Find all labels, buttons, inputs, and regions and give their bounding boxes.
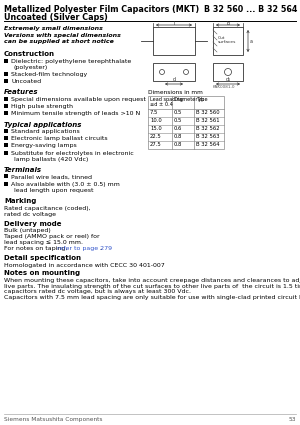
Text: Capacitors with 7.5 mm lead spacing are only suitable for use with single-clad p: Capacitors with 7.5 mm lead spacing are … bbox=[4, 295, 300, 300]
Text: capacitors rated dc voltage, but is always at least 300 Vdc.: capacitors rated dc voltage, but is alwa… bbox=[4, 289, 191, 294]
Text: Features: Features bbox=[4, 89, 38, 95]
Text: Notes on mounting: Notes on mounting bbox=[4, 270, 80, 277]
Text: Terminals: Terminals bbox=[4, 167, 42, 173]
Text: d: d bbox=[172, 77, 176, 82]
Text: 15.0: 15.0 bbox=[150, 126, 162, 131]
Text: High pulse strength: High pulse strength bbox=[11, 104, 73, 109]
Text: Cut
surfaces: Cut surfaces bbox=[218, 36, 236, 44]
Text: B 32 562: B 32 562 bbox=[196, 126, 220, 131]
Text: B 32 563: B 32 563 bbox=[196, 134, 220, 139]
Text: (polyester): (polyester) bbox=[14, 65, 48, 70]
Text: Versions with special dimensions: Versions with special dimensions bbox=[4, 32, 121, 37]
Bar bbox=[213, 63, 243, 81]
Text: Standard applications: Standard applications bbox=[11, 129, 80, 134]
Text: Minimum tensile strength of leads >10 N: Minimum tensile strength of leads >10 N bbox=[11, 111, 140, 116]
Bar bbox=[213, 27, 243, 55]
Text: refer to page 279: refer to page 279 bbox=[57, 246, 112, 251]
Text: Bulk (untaped): Bulk (untaped) bbox=[4, 228, 51, 233]
Text: Special dimensions available upon request: Special dimensions available upon reques… bbox=[11, 97, 146, 102]
Text: Substitute for electrolytes in electronic: Substitute for electrolytes in electroni… bbox=[11, 150, 134, 156]
Text: a: a bbox=[250, 39, 253, 43]
Text: For notes on taping,: For notes on taping, bbox=[4, 246, 69, 251]
Text: Construction: Construction bbox=[4, 51, 55, 57]
Text: can be supplied at short notice: can be supplied at short notice bbox=[4, 39, 114, 44]
Text: lead length upon request: lead length upon request bbox=[14, 188, 94, 193]
Text: .: . bbox=[100, 246, 102, 251]
Text: Metallized Polyester Film Capacitors (MKT): Metallized Polyester Film Capacitors (MK… bbox=[4, 5, 199, 14]
Text: 53: 53 bbox=[289, 417, 296, 422]
Text: Dimensions in mm: Dimensions in mm bbox=[148, 90, 203, 95]
Text: Dielectric: polyethylene terephthalate: Dielectric: polyethylene terephthalate bbox=[11, 59, 131, 63]
Text: lamp ballasts (420 Vdc): lamp ballasts (420 Vdc) bbox=[14, 157, 88, 162]
Text: Diameter d₁: Diameter d₁ bbox=[174, 97, 204, 102]
Text: Lead spacing: Lead spacing bbox=[150, 97, 183, 102]
Text: 10.0: 10.0 bbox=[150, 118, 162, 123]
Text: ≤d ± 0.4: ≤d ± 0.4 bbox=[150, 102, 173, 107]
Text: 0.8: 0.8 bbox=[174, 142, 182, 147]
Text: live parts. The insulating strength of the cut surfaces to other live parts of  : live parts. The insulating strength of t… bbox=[4, 283, 300, 289]
Text: 22.5: 22.5 bbox=[150, 134, 162, 139]
Text: KAK0081-0: KAK0081-0 bbox=[213, 85, 236, 89]
Bar bbox=[153, 63, 195, 81]
Text: Uncoated (Silver Caps): Uncoated (Silver Caps) bbox=[4, 13, 108, 22]
Text: Also available with (3.0 ± 0.5) mm: Also available with (3.0 ± 0.5) mm bbox=[11, 181, 120, 187]
Text: Type: Type bbox=[196, 97, 208, 102]
Text: Uncoated: Uncoated bbox=[11, 79, 41, 84]
Bar bbox=[153, 27, 195, 55]
Text: Parallel wire leads, tinned: Parallel wire leads, tinned bbox=[11, 174, 92, 179]
Text: Energy-saving lamps: Energy-saving lamps bbox=[11, 143, 77, 148]
Text: B 32 561: B 32 561 bbox=[196, 118, 220, 123]
Text: lead spacing ≤ 15.0 mm.: lead spacing ≤ 15.0 mm. bbox=[4, 240, 83, 245]
Bar bbox=[148, 96, 224, 149]
Text: 0.5: 0.5 bbox=[174, 110, 182, 115]
Text: Siemens Matsushita Components: Siemens Matsushita Components bbox=[4, 417, 103, 422]
Text: Stacked-film technology: Stacked-film technology bbox=[11, 72, 87, 77]
Text: 0.5: 0.5 bbox=[174, 118, 182, 123]
Text: 7.5: 7.5 bbox=[150, 110, 158, 115]
Text: Marking: Marking bbox=[4, 198, 36, 204]
Text: When mounting these capacitors, take into account creepage distances and clearan: When mounting these capacitors, take int… bbox=[4, 278, 300, 283]
Text: d₁: d₁ bbox=[226, 77, 230, 82]
Text: Detail specification: Detail specification bbox=[4, 255, 81, 261]
Text: l: l bbox=[173, 21, 175, 26]
Text: Delivery mode: Delivery mode bbox=[4, 221, 61, 227]
Text: Electronic lamp ballast circuits: Electronic lamp ballast circuits bbox=[11, 136, 108, 141]
Text: Typical applications: Typical applications bbox=[4, 122, 81, 127]
Text: 0.6: 0.6 bbox=[174, 126, 182, 131]
Text: B 32 564: B 32 564 bbox=[196, 142, 220, 147]
Text: Taped (AMMO pack or reel) for: Taped (AMMO pack or reel) for bbox=[4, 234, 100, 239]
Text: rated dc voltage: rated dc voltage bbox=[4, 212, 56, 216]
Text: 27.5: 27.5 bbox=[150, 142, 162, 147]
Text: Rated capacitance (coded),: Rated capacitance (coded), bbox=[4, 206, 91, 210]
Text: Extremely small dimensions: Extremely small dimensions bbox=[4, 26, 103, 31]
Text: b: b bbox=[226, 21, 230, 26]
Text: B 32 560: B 32 560 bbox=[196, 110, 220, 115]
Text: 0.8: 0.8 bbox=[174, 134, 182, 139]
Text: B 32 560 ... B 32 564: B 32 560 ... B 32 564 bbox=[204, 5, 297, 14]
Text: Homologated in accordance with CECC 30 401-007: Homologated in accordance with CECC 30 4… bbox=[4, 263, 165, 267]
